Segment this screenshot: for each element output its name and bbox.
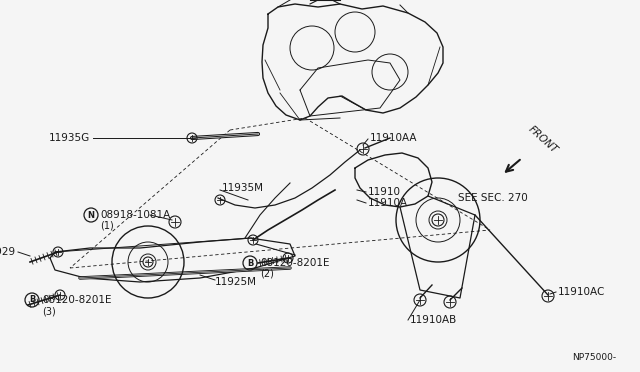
Text: 11910AB: 11910AB (410, 315, 457, 325)
Text: 11910: 11910 (368, 187, 401, 197)
Text: B: B (247, 259, 253, 267)
Text: 08918-1081A: 08918-1081A (100, 210, 170, 220)
Text: 11925M: 11925M (215, 277, 257, 287)
Text: NP75000-: NP75000- (572, 353, 616, 362)
Text: (3): (3) (42, 306, 56, 316)
Text: 11910AC: 11910AC (558, 287, 605, 297)
Text: 11910AA: 11910AA (370, 133, 417, 143)
Text: (2): (2) (260, 269, 274, 279)
Text: 11935G: 11935G (49, 133, 90, 143)
Text: 11935M: 11935M (222, 183, 264, 193)
Text: 08120-8201E: 08120-8201E (260, 258, 330, 268)
Text: 11910A: 11910A (368, 198, 408, 208)
Text: (1): (1) (100, 221, 114, 231)
Text: 08120-8201E: 08120-8201E (42, 295, 111, 305)
Text: SEE SEC. 270: SEE SEC. 270 (458, 193, 528, 203)
Text: B: B (29, 295, 35, 305)
Text: 11929: 11929 (0, 247, 16, 257)
Text: N: N (88, 211, 95, 219)
Text: FRONT: FRONT (526, 124, 559, 155)
